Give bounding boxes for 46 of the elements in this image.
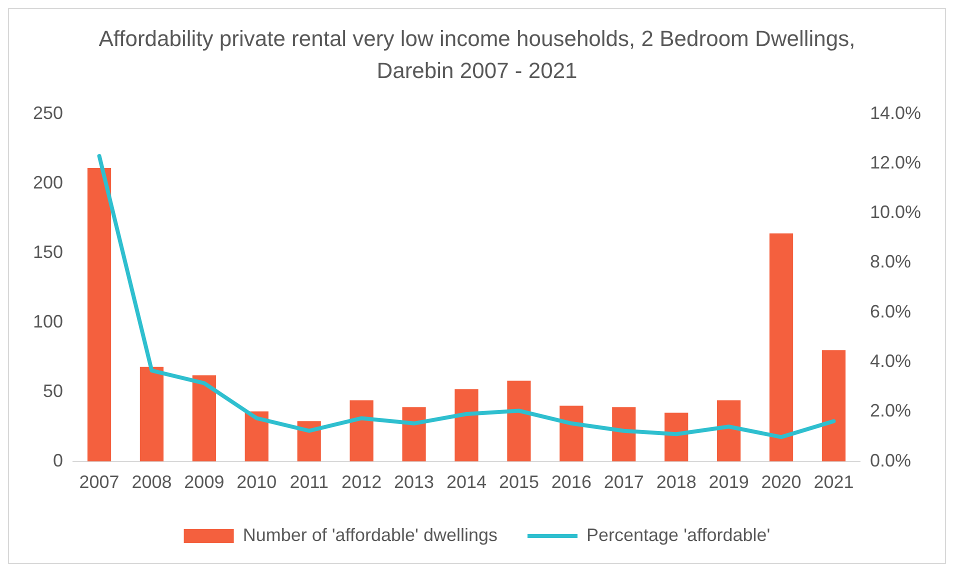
x-tick-label: 2011 [290,472,328,492]
chart-title: Affordability private rental very low income households, 2 Bedroom Dwellings, Darebin 2007 - 2021 [98,25,856,85]
bar [507,380,531,462]
x-tick-label: 2013 [394,472,434,492]
bar [402,407,426,462]
x-tick-label: 2020 [761,472,802,492]
bar [769,233,794,462]
y2-tick-label: 8.0% [870,252,911,272]
x-tick-label: 2018 [656,472,696,492]
bar [717,400,741,462]
x-tick-label: 2010 [236,472,277,492]
bar [87,168,112,462]
bar [350,400,374,462]
y-tick-label: 250 [32,102,64,123]
y2-tick-label: 6.0% [870,301,911,322]
y-tick-label: 200 [32,172,64,192]
y-tick-label: 100 [32,311,64,332]
y2-tick-label: 12.0% [870,152,922,172]
y2-tick-label: 2.0% [870,400,911,421]
x-tick-label: 2015 [498,472,539,492]
x-tick-label: 2019 [708,472,749,492]
x-tick-label: 2017 [604,472,644,492]
bar [140,366,164,462]
y-tick-label: 0 [53,450,64,470]
x-tick-label: 2012 [342,472,382,492]
y-tick-label: 50 [43,380,64,401]
x-tick-label: 2009 [184,472,224,492]
x-tick-label: 2021 [814,472,854,492]
bar [454,389,478,462]
x-tick-label: 2008 [132,472,172,492]
y2-tick-label: 10.0% [870,202,922,222]
legend-label: Percentage 'affordable' [586,524,770,545]
bar [822,350,846,462]
y2-tick-label: 4.0% [870,351,911,372]
bar [192,375,216,462]
x-tick-label: 2014 [446,472,487,492]
y2-tick-label: 14.0% [870,102,922,123]
bar [244,411,268,462]
bar [612,407,636,462]
y2-tick-label: 0.0% [870,450,911,470]
x-tick-label: 2007 [79,472,120,492]
bar [560,406,584,462]
x-tick-label: 2016 [551,472,592,492]
legend-label: Number of 'affordable' dwellings [242,524,498,545]
bar [664,412,688,462]
y-tick-label: 150 [32,242,64,262]
